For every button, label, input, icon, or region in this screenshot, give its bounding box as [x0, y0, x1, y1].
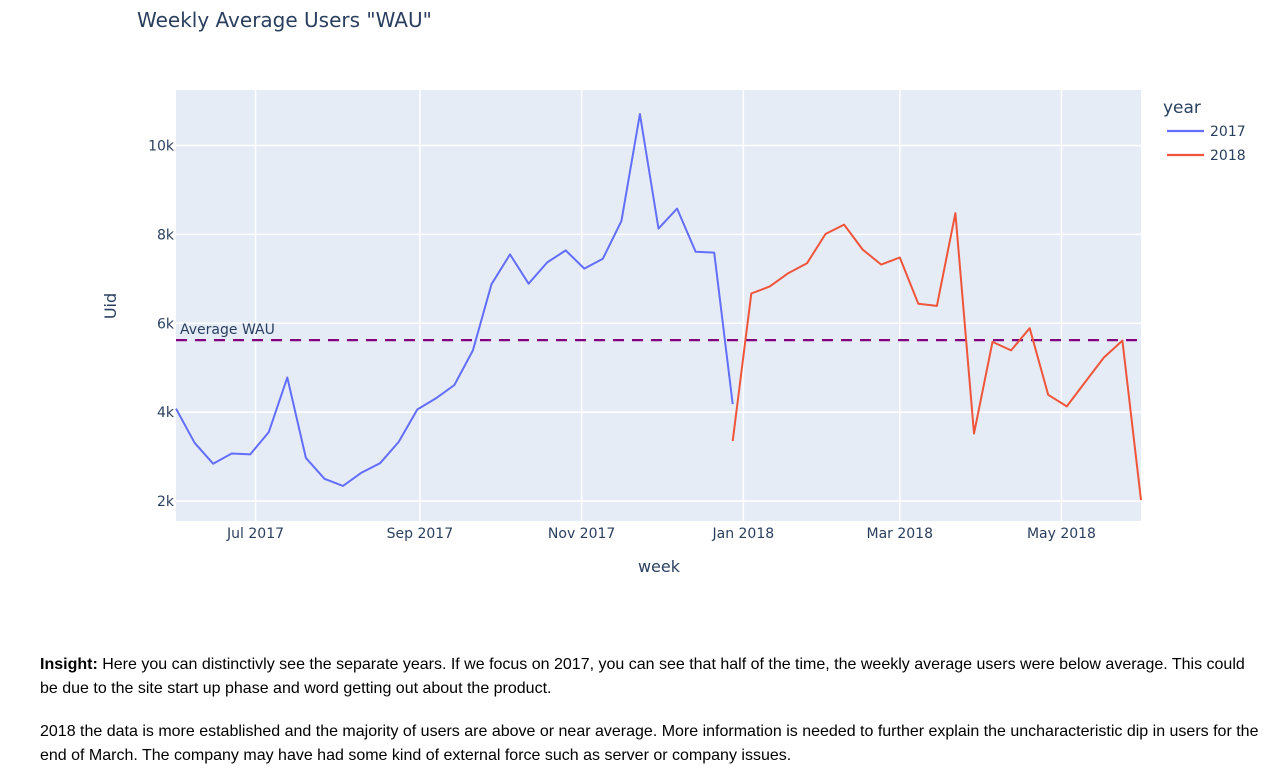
y-axis-title: Uid	[101, 293, 120, 319]
axis-ticks: 2k 4k 6k 8k 10k Jul 2017 Sep 2017 Nov 2017 Jan 2…	[148, 139, 1096, 542]
x-tick-label: Jul 2017	[226, 526, 284, 542]
x-tick-label: Nov 2017	[548, 526, 615, 542]
insight-text-2: 2018 the data is more established and th…	[40, 723, 1259, 764]
y-tick-label: 8k	[157, 227, 175, 243]
legend-title: year	[1163, 98, 1201, 118]
chart-title: Weekly Average Users "WAU"	[137, 8, 432, 32]
legend-label-2017: 2017	[1210, 124, 1246, 140]
x-tick-label: Mar 2018	[867, 526, 934, 542]
plot-background	[176, 90, 1141, 521]
wau-line-chart: Weekly Average Users "WAU" Average WAU 2…	[101, 8, 1246, 576]
series-lines	[175, 113, 1142, 501]
average-reference-line: Average WAU	[176, 322, 1141, 342]
insight-text-1: Here you can distinctivly see the separa…	[40, 656, 1245, 697]
average-wau-label: Average WAU	[180, 322, 275, 338]
insight-paragraph-1: Insight: Here you can distinctivly see t…	[40, 653, 1260, 701]
series-line-2017	[175, 113, 734, 487]
series-line-2018	[731, 212, 1142, 501]
legend[interactable]: year 2017 2018	[1163, 98, 1246, 164]
y-tick-label: 2k	[157, 494, 175, 510]
x-tick-label: Jan 2018	[711, 526, 774, 542]
gridlines	[176, 90, 1141, 521]
y-tick-label: 4k	[157, 405, 175, 421]
y-tick-label: 10k	[148, 139, 175, 155]
legend-label-2018: 2018	[1210, 148, 1246, 164]
x-tick-label: May 2018	[1027, 526, 1096, 542]
insight-paragraph-2: 2018 the data is more established and th…	[40, 720, 1260, 768]
x-axis-title: week	[638, 557, 681, 576]
y-tick-label: 6k	[157, 316, 175, 332]
x-tick-label: Sep 2017	[387, 526, 453, 542]
insight-lead: Insight:	[40, 656, 98, 673]
